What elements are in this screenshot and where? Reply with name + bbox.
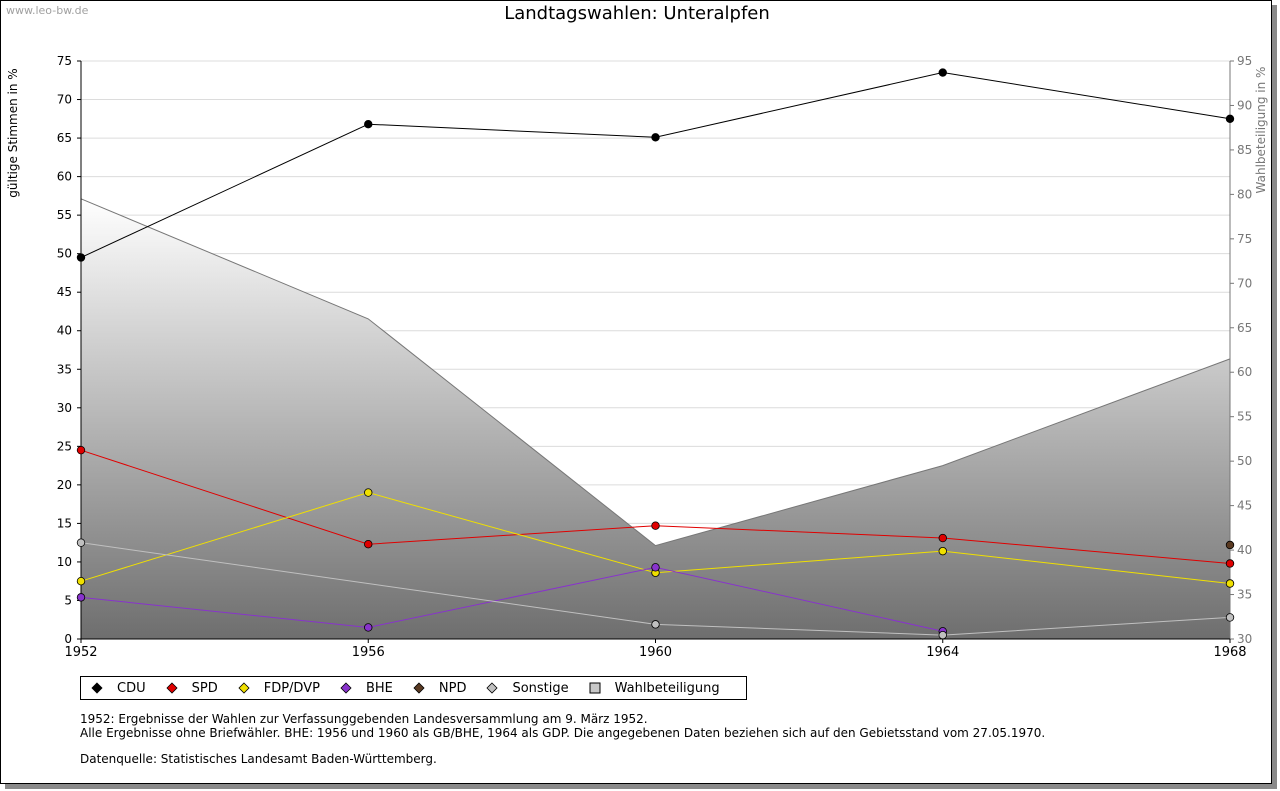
y-tick-label-left: 10 [57, 555, 72, 569]
y-axis-label-left: gültige Stimmen in % [6, 68, 20, 197]
legend-marker-npd [413, 682, 425, 694]
x-tick-label: 1956 [352, 645, 385, 660]
note-line-2: Alle Ergebnisse ohne Briefwähler. BHE: 1… [80, 726, 1046, 740]
legend-item-sonstige: Sonstige [486, 680, 569, 696]
y-tick-label-left: 60 [57, 170, 72, 184]
series-line-bhe [80, 566, 943, 632]
chart-plot: 0 5 10 15 20 25 30 35 40 45 50 55 60 65 70 75 30 35 40 45 50… [6, 54, 1268, 660]
legend-label-sonstige: Sonstige [512, 680, 569, 696]
y-tick-label-left: 35 [57, 362, 72, 376]
data-point-cdu [364, 119, 373, 129]
legend-label-wahlbeteiligung: Wahlbeteiligung [614, 680, 720, 696]
y-tick-label-left: 55 [57, 208, 72, 222]
y-tick-label-right: 70 [1237, 276, 1252, 290]
y-tick-label-left: 40 [57, 324, 72, 338]
y-tick-label-right: 75 [1237, 232, 1252, 246]
turnout-area [81, 198, 1230, 640]
x-tick-label: 1968 [1213, 645, 1246, 660]
data-point-cdu [1225, 114, 1235, 123]
x-tick-label: 1952 [64, 645, 97, 660]
y-tick-label-left: 65 [57, 131, 72, 145]
y-tick-label-right: 45 [1237, 499, 1252, 513]
legend-label-npd: NPD [438, 680, 467, 696]
y-tick-label-right: 85 [1237, 143, 1252, 157]
y-tick-label-left: 25 [57, 439, 72, 453]
data-point-sonstige [76, 538, 86, 547]
data-point-fdp-dvp [1225, 579, 1235, 588]
data-point-spd [651, 521, 660, 530]
chart-title: Landtagswahlen: Unteralpfen [504, 3, 770, 24]
legend-item-fdp-dvp: FDP/DVP [238, 681, 320, 696]
data-point-spd [1225, 559, 1235, 568]
data-point-bhe [364, 623, 373, 632]
y-tick-label-right: 95 [1237, 54, 1252, 68]
y-axis-label-right: Wahlbeteiligung in % [1254, 67, 1268, 194]
chart-notes: 1952: Ergebnisse der Wahlen zur Verfassu… [80, 712, 1045, 766]
y-tick-label-right: 35 [1237, 588, 1252, 602]
watermark: www.leo-bw.de [6, 4, 89, 17]
data-point-sonstige [1225, 613, 1235, 622]
x-tick-label: 1960 [639, 645, 672, 660]
legend-marker-cdu [91, 682, 103, 694]
legend-label-fdp-dvp: FDP/DVP [263, 680, 320, 696]
y-tick-label-left: 50 [57, 247, 72, 261]
legend-label-cdu: CDU [117, 680, 146, 696]
data-point-fdp-dvp [76, 577, 86, 586]
legend-item-npd: NPD [413, 680, 467, 696]
series-line-cdu [80, 72, 1231, 258]
y-tick-label-right: 90 [1237, 98, 1252, 112]
y-tick-label-left: 30 [57, 401, 72, 415]
legend-item-wahlbeteiligung: Wahlbeteiligung [589, 681, 720, 696]
chart-legend: CDU SPD FDP/DVP BHE NPD Sonstige Wahlbeteiligu… [80, 676, 747, 700]
data-point-bhe [651, 563, 660, 572]
y-tick-label-right: 30 [1237, 632, 1252, 646]
data-point-spd [76, 445, 86, 455]
y-tick-label-right: 80 [1237, 187, 1252, 201]
x-tick-label: 1964 [926, 645, 959, 660]
y-tick-label-right: 65 [1237, 321, 1252, 335]
y-tick-label-left: 0 [64, 632, 72, 646]
data-point-fdp-dvp [364, 488, 373, 497]
y-tick-label-right: 55 [1237, 410, 1252, 424]
turnout-line [80, 198, 1231, 547]
data-point-spd [364, 540, 373, 549]
note-line-1: 1952: Ergebnisse der Wahlen zur Verfassu… [80, 712, 648, 726]
data-point-bhe [76, 593, 86, 602]
y-tick-label-right: 50 [1237, 454, 1252, 468]
data-source: Datenquelle: Statistisches Landesamt Bad… [80, 752, 437, 766]
series-line-sonstige [80, 542, 1231, 636]
legend-item-bhe: BHE [340, 681, 393, 696]
legend-marker-bhe [340, 682, 352, 694]
y-tick-label-left: 15 [57, 516, 72, 530]
y-tick-label-left: 75 [57, 54, 72, 68]
legend-marker-spd [166, 682, 178, 694]
data-point-npd [1225, 540, 1235, 550]
y-tick-label-left: 45 [57, 285, 72, 299]
legend-label-bhe: BHE [365, 680, 393, 696]
data-point-sonstige [651, 620, 660, 629]
y-tick-label-right: 60 [1237, 365, 1252, 379]
y-tick-label-left: 20 [57, 478, 72, 492]
y-tick-label-left: 70 [57, 93, 72, 107]
data-point-cdu [76, 253, 86, 262]
legend-item-cdu: CDU [91, 681, 146, 696]
legend-marker-fdp-dvp [238, 682, 250, 694]
data-point-fdp-dvp [938, 546, 947, 556]
data-point-cdu [651, 133, 660, 142]
data-point-cdu [938, 68, 947, 77]
legend-marker-wahlbeteiligung [589, 682, 601, 694]
legend-label-spd: SPD [191, 680, 218, 696]
y-tick-label-left: 5 [64, 593, 72, 607]
legend-item-spd: SPD [166, 681, 218, 696]
y-tick-label-right: 40 [1237, 543, 1252, 557]
data-point-spd [938, 533, 947, 543]
data-point-sonstige [938, 630, 947, 640]
legend-marker-sonstige [486, 682, 499, 694]
